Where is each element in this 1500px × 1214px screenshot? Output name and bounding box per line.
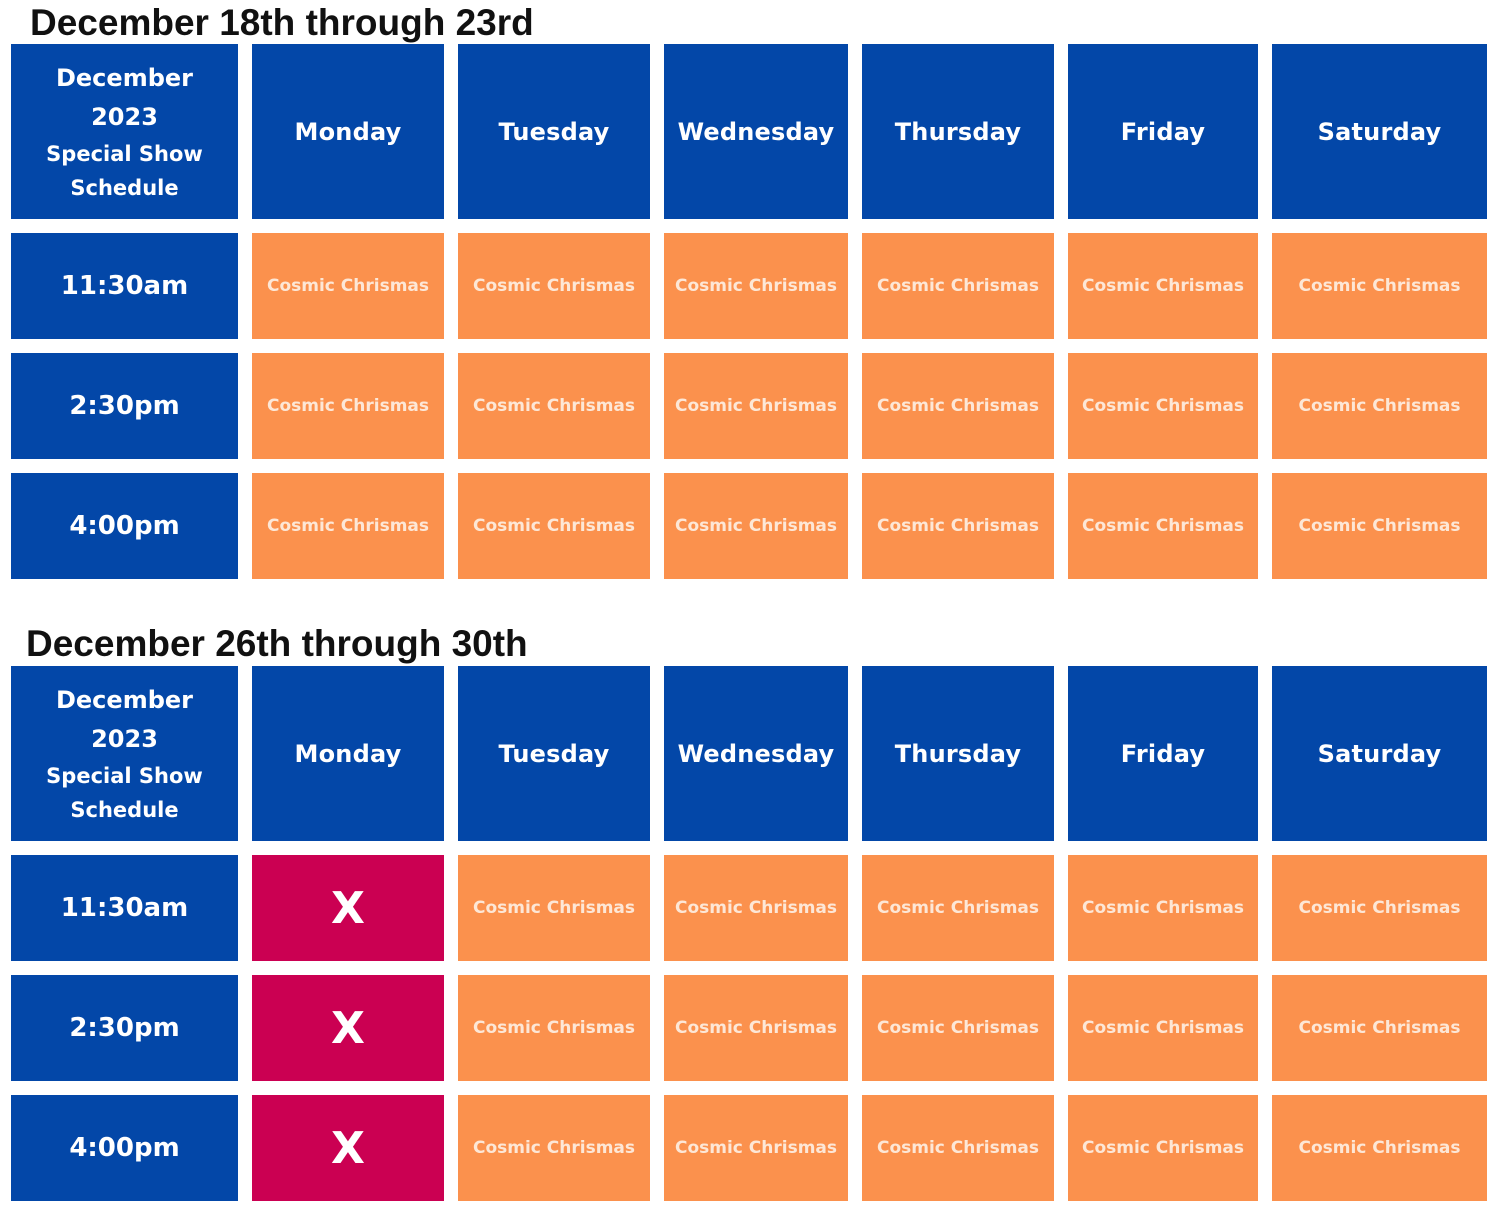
- time-slot-label: 2:30pm: [11, 975, 238, 1081]
- show-cell: Cosmic Chrismas: [1068, 1095, 1258, 1201]
- show-cell: Cosmic Chrismas: [862, 1095, 1054, 1201]
- show-cell: Cosmic Chrismas: [1068, 473, 1258, 579]
- show-cell: Cosmic Chrismas: [458, 1095, 650, 1201]
- day-header-tuesday: Tuesday: [458, 44, 650, 219]
- schedule-corner-label: December 2023 Special Show Schedule: [11, 666, 238, 841]
- corner-year: 2023: [91, 102, 158, 131]
- corner-schedule: Schedule: [70, 797, 179, 822]
- corner-special-show: Special Show: [46, 763, 203, 788]
- day-header-monday: Monday: [252, 666, 444, 841]
- show-cell: Cosmic Chrismas: [1068, 975, 1258, 1081]
- day-header-saturday: Saturday: [1272, 666, 1487, 841]
- show-cell: Cosmic Chrismas: [862, 855, 1054, 961]
- day-header-wednesday: Wednesday: [664, 666, 848, 841]
- show-cell: Cosmic Chrismas: [862, 353, 1054, 459]
- time-slot-label: 4:00pm: [11, 1095, 238, 1201]
- show-cell: Cosmic Chrismas: [1068, 353, 1258, 459]
- corner-schedule: Schedule: [70, 175, 179, 200]
- time-slot-label: 11:30am: [11, 855, 238, 961]
- day-header-friday: Friday: [1068, 666, 1258, 841]
- show-cell: Cosmic Chrismas: [1068, 855, 1258, 961]
- corner-month: December: [55, 685, 193, 714]
- corner-month: December: [55, 63, 193, 92]
- show-cell: Cosmic Chrismas: [664, 855, 848, 961]
- schedule-corner-label: December 2023 Special Show Schedule: [11, 44, 238, 219]
- show-cell: Cosmic Chrismas: [1272, 855, 1487, 961]
- show-cell: Cosmic Chrismas: [664, 975, 848, 1081]
- day-header-friday: Friday: [1068, 44, 1258, 219]
- week-2-title: December 26th through 30th: [26, 623, 528, 664]
- time-slot-label: 2:30pm: [11, 353, 238, 459]
- show-cell: Cosmic Chrismas: [458, 233, 650, 339]
- week-1-title: December 18th through 23rd: [30, 2, 534, 43]
- week-2-schedule-grid: December 2023 Special Show Schedule Mond…: [11, 666, 1487, 1201]
- week-1-schedule-grid: December 2023 Special Show Schedule Mond…: [11, 44, 1487, 579]
- day-header-wednesday: Wednesday: [664, 44, 848, 219]
- show-cell: Cosmic Chrismas: [862, 473, 1054, 579]
- show-cell: Cosmic Chrismas: [862, 233, 1054, 339]
- time-slot-label: 11:30am: [11, 233, 238, 339]
- show-cell: Cosmic Chrismas: [1272, 233, 1487, 339]
- closed-cell: X: [252, 1095, 444, 1201]
- show-cell: Cosmic Chrismas: [1272, 1095, 1487, 1201]
- show-cell: Cosmic Chrismas: [1272, 975, 1487, 1081]
- day-header-thursday: Thursday: [862, 666, 1054, 841]
- show-cell: Cosmic Chrismas: [458, 473, 650, 579]
- show-cell: Cosmic Chrismas: [1068, 233, 1258, 339]
- closed-cell: X: [252, 975, 444, 1081]
- show-cell: Cosmic Chrismas: [252, 473, 444, 579]
- show-cell: Cosmic Chrismas: [664, 353, 848, 459]
- time-slot-label: 4:00pm: [11, 473, 238, 579]
- corner-special-show: Special Show: [46, 141, 203, 166]
- closed-cell: X: [252, 855, 444, 961]
- show-cell: Cosmic Chrismas: [252, 353, 444, 459]
- show-cell: Cosmic Chrismas: [1272, 353, 1487, 459]
- show-cell: Cosmic Chrismas: [458, 353, 650, 459]
- day-header-tuesday: Tuesday: [458, 666, 650, 841]
- show-cell: Cosmic Chrismas: [664, 473, 848, 579]
- corner-year: 2023: [91, 724, 158, 753]
- show-cell: Cosmic Chrismas: [664, 1095, 848, 1201]
- show-cell: Cosmic Chrismas: [1272, 473, 1487, 579]
- day-header-monday: Monday: [252, 44, 444, 219]
- show-cell: Cosmic Chrismas: [458, 855, 650, 961]
- day-header-saturday: Saturday: [1272, 44, 1487, 219]
- day-header-thursday: Thursday: [862, 44, 1054, 219]
- show-cell: Cosmic Chrismas: [664, 233, 848, 339]
- show-cell: Cosmic Chrismas: [252, 233, 444, 339]
- show-cell: Cosmic Chrismas: [862, 975, 1054, 1081]
- show-cell: Cosmic Chrismas: [458, 975, 650, 1081]
